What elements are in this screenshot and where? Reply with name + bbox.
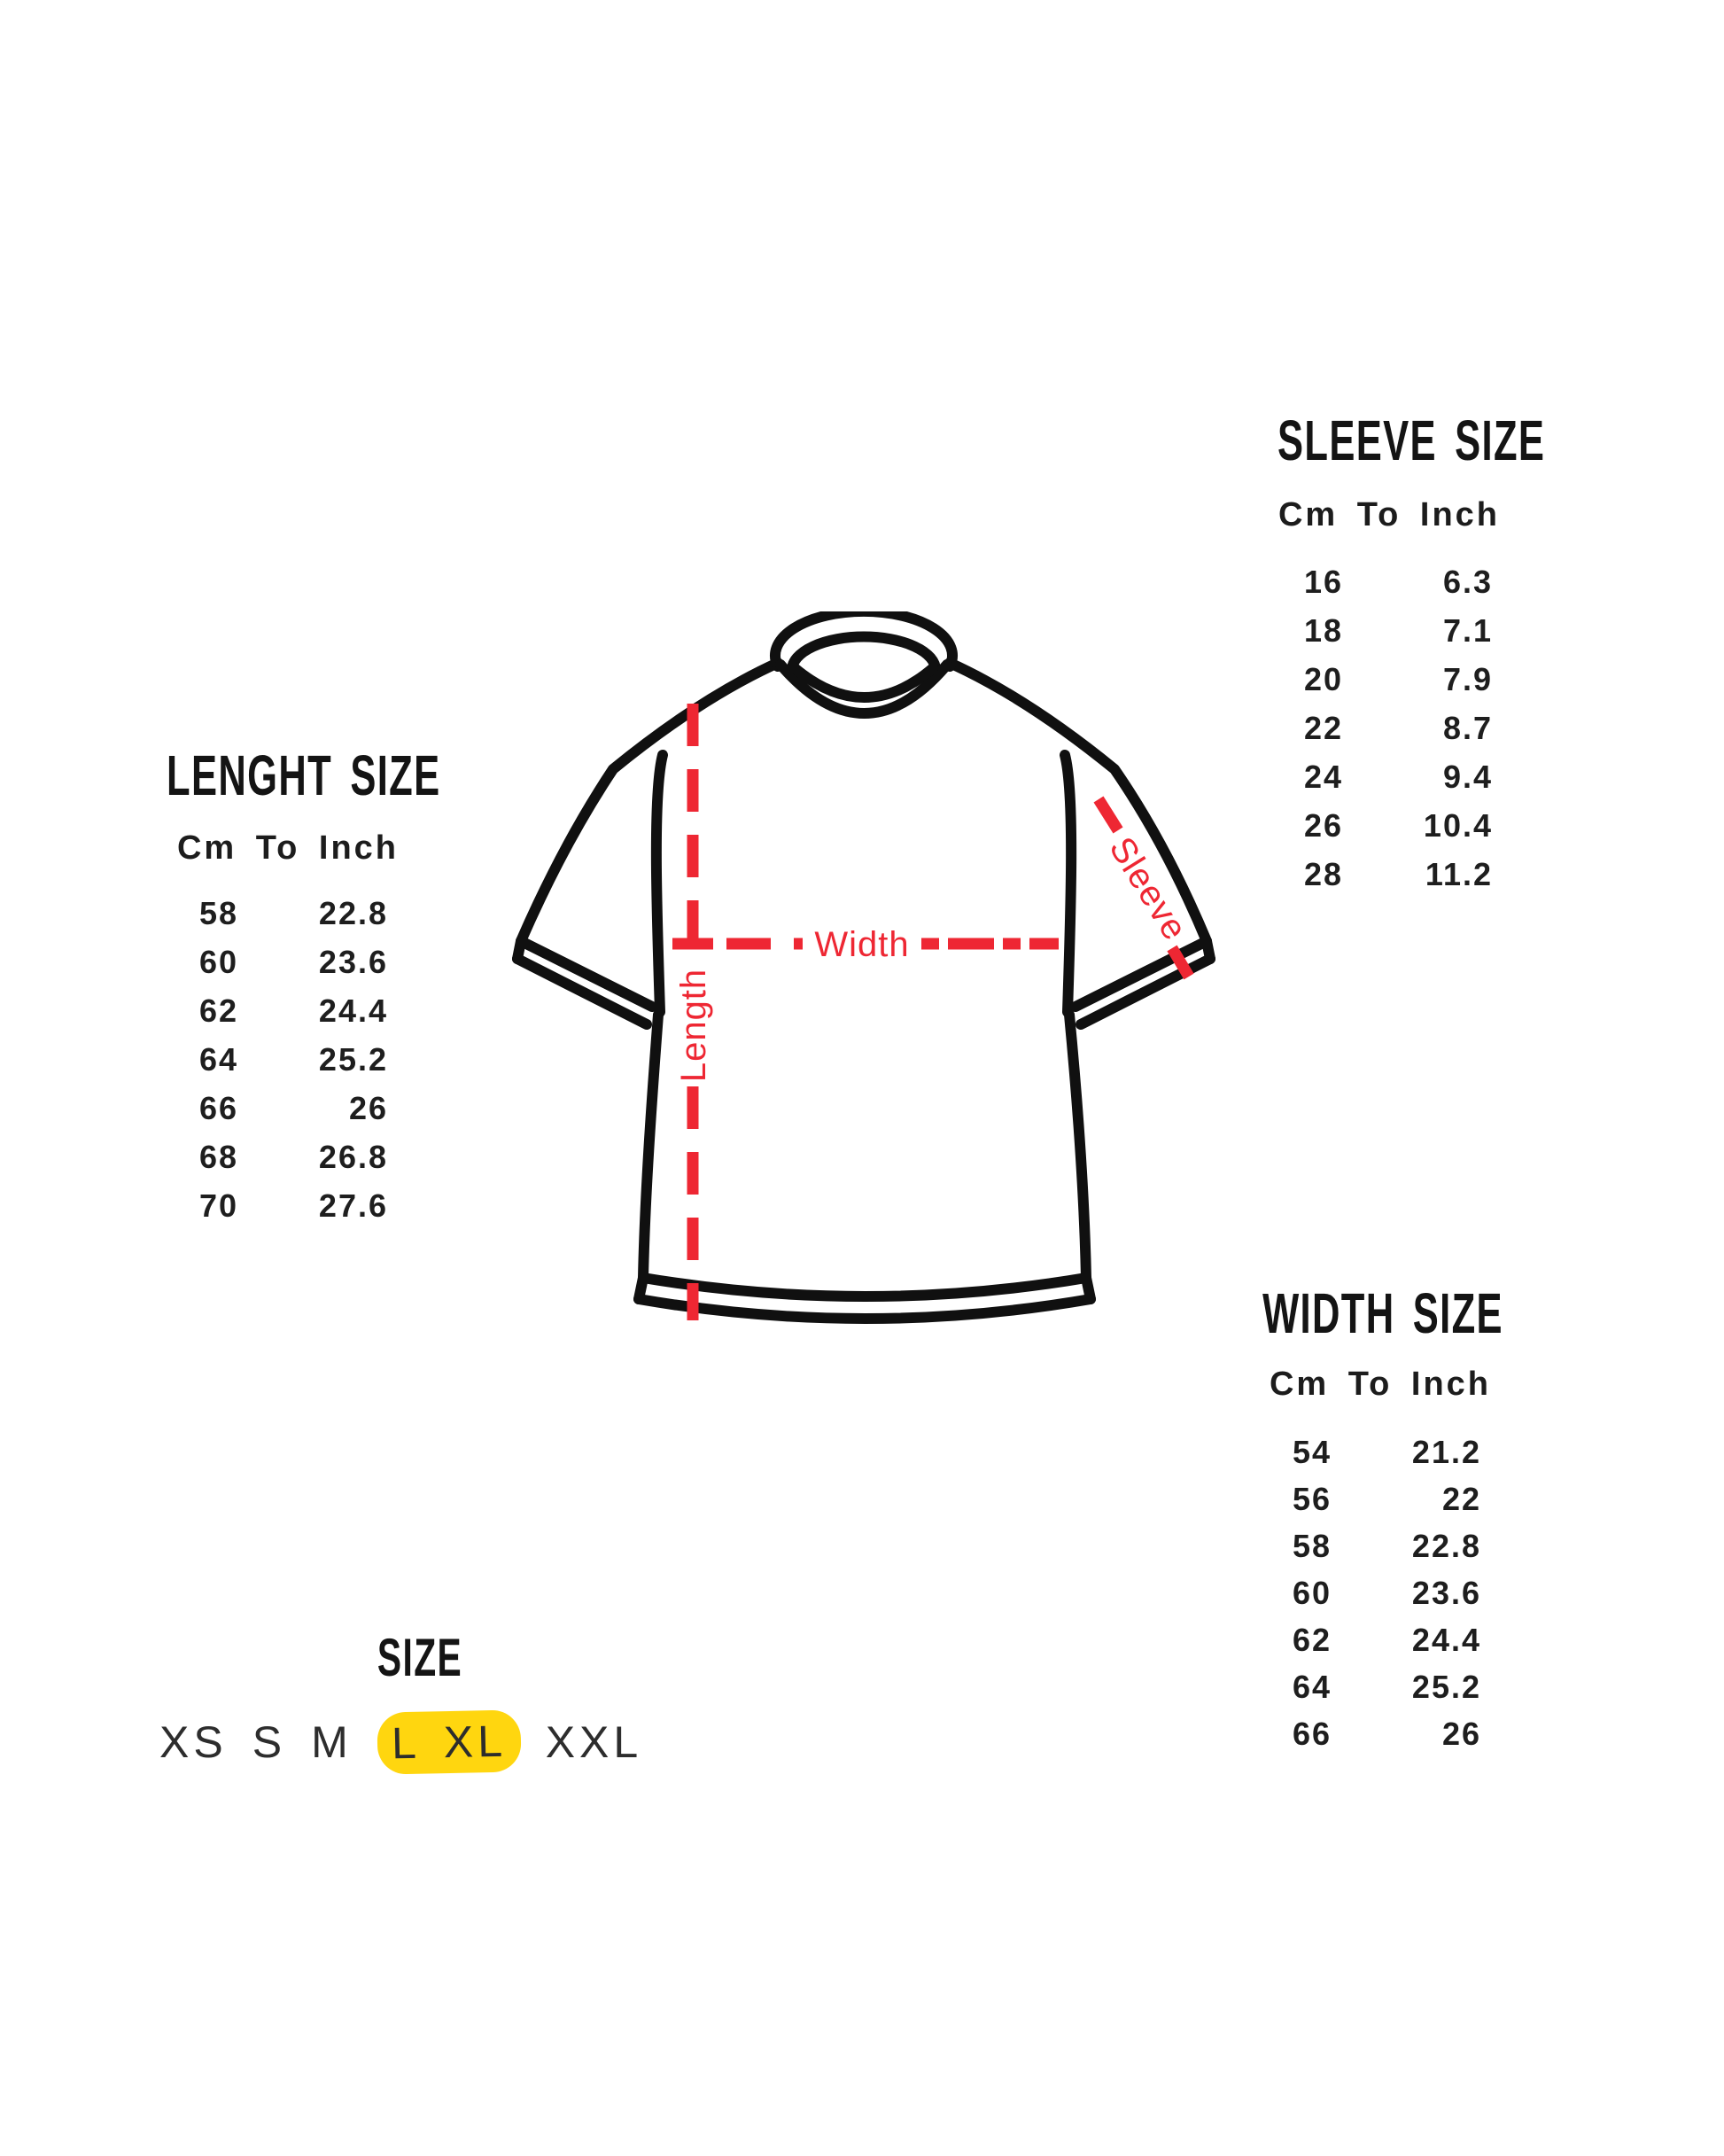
- cm-value: 64: [1292, 1668, 1332, 1705]
- tshirt-outline: [512, 605, 1215, 1324]
- cm-value: 28: [1303, 855, 1344, 892]
- inch-value: 7.9: [1442, 660, 1493, 697]
- table-row: 20 7.9: [1275, 655, 1500, 704]
- table-row: 16 6.3: [1275, 557, 1500, 606]
- inch-value: 22: [1441, 1480, 1481, 1517]
- cm-value: 66: [1292, 1715, 1332, 1752]
- size-option-xl: XL: [442, 1716, 508, 1768]
- table-row: 60 23.6: [170, 938, 395, 986]
- inch-value: 26: [1441, 1715, 1481, 1752]
- table-row: 56 22: [1263, 1475, 1488, 1522]
- inch-value: 10.4: [1423, 806, 1493, 844]
- inch-value: 23.6: [1411, 1574, 1481, 1611]
- length-label: Length: [674, 969, 713, 1082]
- sleeve-dash-bottom: [1167, 945, 1194, 980]
- width-table: 54 21.2 56 22 58 22.8 60 23.6 62 24.4 64…: [1263, 1428, 1488, 1757]
- inch-value: 25.2: [1411, 1668, 1481, 1705]
- sleeve-table-header: Cm To Inch: [1277, 496, 1501, 533]
- length-table-header: Cm To Inch: [176, 829, 400, 867]
- table-row: 64 25.2: [1263, 1663, 1488, 1710]
- table-row: 24 9.4: [1275, 752, 1500, 801]
- table-row: 60 23.6: [1263, 1569, 1488, 1616]
- table-row: 18 7.1: [1275, 606, 1500, 655]
- inch-value: 9.4: [1442, 758, 1493, 795]
- cm-value: 64: [198, 1040, 239, 1078]
- tshirt-diagram: Length Width Sleeve: [478, 605, 1258, 1347]
- size-highlight-pill: L XL: [377, 1709, 522, 1775]
- table-row: 66 26: [1263, 1710, 1488, 1757]
- cm-value: 56: [1292, 1480, 1332, 1517]
- inch-value: 11.2: [1425, 855, 1493, 892]
- size-title: SIZE: [377, 1628, 463, 1687]
- inch-value: 22.8: [318, 894, 388, 931]
- inch-value: 27.6: [318, 1187, 388, 1224]
- size-option-xs: XS: [159, 1717, 228, 1767]
- size-option-l: L: [391, 1717, 422, 1769]
- sleeve-size-title: SLEEVE SIZE: [1277, 409, 1546, 472]
- inch-value: 24.4: [1411, 1621, 1481, 1658]
- cm-value: 62: [1292, 1621, 1332, 1658]
- cm-value: 62: [198, 992, 239, 1029]
- inch-value: 24.4: [318, 992, 388, 1029]
- width-table-header: Cm To Inch: [1269, 1366, 1492, 1403]
- size-options-row: XS S M L XL XXL: [159, 1709, 643, 1775]
- inch-value: 26: [348, 1089, 388, 1126]
- table-row: 64 25.2: [170, 1035, 395, 1084]
- sleeve-table: 16 6.3 18 7.1 20 7.9 22 8.7 24 9.4 26 10…: [1275, 557, 1500, 899]
- table-row: 54 21.2: [1263, 1428, 1488, 1475]
- cm-value: 16: [1303, 563, 1344, 600]
- cm-value: 58: [198, 894, 239, 931]
- cm-value: 54: [1292, 1433, 1332, 1470]
- table-row-highlighted: 70 27.6: [170, 1181, 395, 1230]
- cm-value: 58: [1292, 1527, 1332, 1564]
- table-row: 58 22.8: [170, 889, 395, 938]
- inch-value: 22.8: [1411, 1527, 1481, 1564]
- inch-value: 8.7: [1442, 709, 1493, 746]
- cm-value: 60: [1292, 1574, 1332, 1611]
- table-row: 28 11.2: [1275, 850, 1500, 899]
- cm-value: 60: [198, 943, 239, 980]
- table-row-highlighted: 26 10.4: [1275, 801, 1500, 850]
- width-size-title: WIDTH SIZE: [1262, 1281, 1503, 1345]
- table-row: 66 26: [170, 1084, 395, 1132]
- size-option-m: M: [311, 1717, 353, 1767]
- inch-value: 26.8: [318, 1138, 388, 1175]
- cm-value: 66: [198, 1089, 239, 1126]
- cm-value: 22: [1303, 709, 1344, 746]
- inch-value: 7.1: [1442, 611, 1493, 649]
- size-option-s: S: [252, 1717, 287, 1767]
- cm-value: 24: [1303, 758, 1344, 795]
- table-row: 58 22.8: [1263, 1522, 1488, 1569]
- table-row: 68 26.8: [170, 1132, 395, 1181]
- table-row: 22 8.7: [1275, 704, 1500, 752]
- tshirt-svg: Length Width Sleeve: [512, 605, 1215, 1324]
- size-option-xxl: XXL: [545, 1717, 643, 1767]
- cm-value: 20: [1303, 660, 1344, 697]
- inch-value: 21.2: [1411, 1433, 1481, 1470]
- table-row: 62 24.4: [170, 986, 395, 1035]
- cm-value: 70: [198, 1187, 239, 1224]
- inch-value: 25.2: [318, 1040, 388, 1078]
- cm-value: 18: [1303, 611, 1344, 649]
- sleeve-dash-top: [1093, 796, 1123, 834]
- length-size-title: LENGHT SIZE: [167, 743, 441, 807]
- inch-value: 23.6: [318, 943, 388, 980]
- length-table: 58 22.8 60 23.6 62 24.4 64 25.2 66 26 68…: [170, 889, 395, 1230]
- cm-value: 68: [198, 1138, 239, 1175]
- table-row-highlighted: 62 24.4: [1263, 1616, 1488, 1663]
- inch-value: 6.3: [1442, 563, 1493, 600]
- width-label: Width: [814, 925, 909, 964]
- cm-value: 26: [1303, 806, 1344, 844]
